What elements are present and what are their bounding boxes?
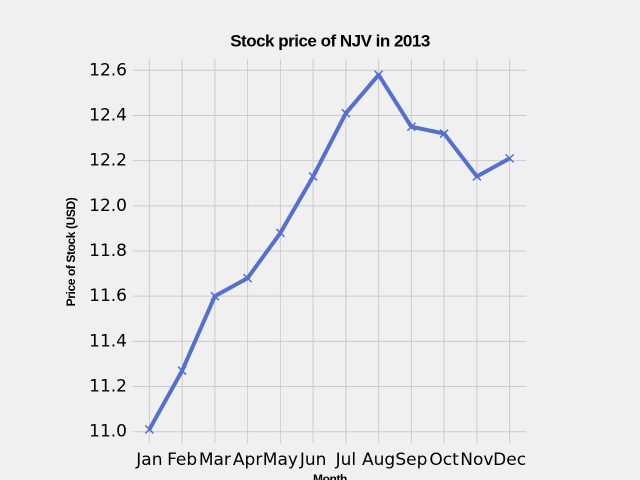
- y-tick-label: 12.4: [89, 105, 127, 125]
- y-tick-label: 11.0: [89, 422, 127, 442]
- x-tick-label: Apr: [233, 450, 262, 470]
- y-tick-label: 11.4: [89, 331, 127, 351]
- marker: [341, 108, 351, 118]
- y-tick-label: 11.6: [89, 286, 127, 306]
- marker: [439, 129, 449, 139]
- y-tick-label: 12.6: [89, 60, 127, 80]
- y-tick-label: 12.0: [89, 196, 127, 216]
- x-tick-label: Jan: [135, 450, 162, 470]
- marker: [505, 153, 515, 163]
- marker: [308, 171, 318, 181]
- marker: [243, 273, 253, 283]
- marker: [406, 122, 416, 132]
- x-axis-label: Month: [313, 472, 347, 480]
- x-tick-label: Jun: [299, 450, 327, 470]
- chart-title: Stock price of NJV in 2013: [230, 31, 430, 50]
- marker: [177, 366, 187, 376]
- x-tick-label: Feb: [167, 450, 197, 470]
- x-tick-label: Mar: [199, 450, 231, 470]
- x-tick-label: Oct: [429, 450, 459, 470]
- x-tick-label: Nov: [460, 450, 493, 470]
- line: [147, 72, 511, 431]
- x-tick-label: Aug: [362, 450, 395, 470]
- marker: [210, 291, 220, 301]
- x-tick-label: Dec: [493, 450, 526, 470]
- x-tick-label: May: [263, 450, 298, 470]
- y-tick-label: 11.2: [89, 377, 127, 397]
- x-tick-label: Jul: [335, 450, 357, 470]
- marker: [374, 70, 384, 80]
- marker: [472, 171, 482, 181]
- x-tick-label: Sep: [395, 450, 427, 470]
- marker: [275, 228, 285, 238]
- marker: [144, 424, 154, 434]
- y-tick-label: 11.8: [89, 241, 127, 261]
- y-tick-label: 12.2: [89, 151, 127, 171]
- y-axis-label: Price of Stock (USD): [64, 197, 78, 306]
